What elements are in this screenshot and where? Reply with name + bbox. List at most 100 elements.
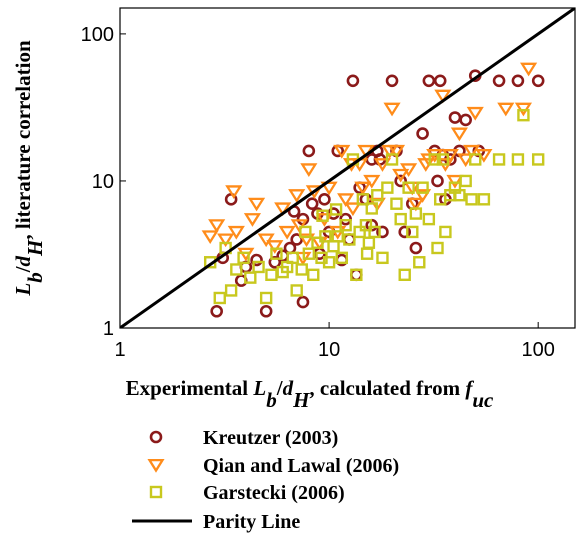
data-point [346, 74, 360, 88]
data-point [248, 197, 266, 212]
data-point [531, 74, 545, 88]
data-point [422, 212, 436, 226]
data-point [465, 193, 478, 206]
legend-label: Kreutzer (2003) [203, 427, 338, 449]
data-point [433, 74, 447, 88]
data-point [407, 197, 425, 212]
data-point [278, 225, 296, 240]
data-point [270, 247, 283, 260]
data-point [431, 174, 444, 188]
data-point [371, 188, 384, 202]
data-point [286, 251, 299, 265]
data-point [290, 233, 304, 246]
data-point [296, 212, 310, 226]
y-axis-title: Lb/dH, literature correlation [11, 40, 47, 297]
data-point [290, 219, 308, 233]
data-point [274, 202, 292, 217]
data-point [259, 304, 273, 318]
data-point [398, 268, 411, 282]
data-point [383, 102, 401, 117]
data-point [477, 193, 491, 206]
data-point [448, 111, 462, 124]
data-point [365, 202, 378, 215]
y-tick-label: 10 [92, 171, 114, 193]
data-point [394, 212, 407, 226]
data-point [329, 203, 343, 216]
data-point [436, 153, 450, 166]
data-point [416, 127, 429, 140]
data-point [320, 181, 338, 196]
data-point [299, 225, 312, 239]
data-point [307, 268, 320, 282]
data-point [492, 74, 506, 88]
data-point [390, 197, 403, 210]
data-point [259, 291, 273, 305]
plot-content [120, 8, 575, 328]
data-point [511, 74, 525, 88]
data-point [213, 291, 226, 305]
data-point [315, 213, 334, 227]
x-tick-label: 10 [318, 339, 340, 361]
data-point [265, 268, 278, 282]
data-point [244, 271, 257, 284]
data-point [243, 213, 262, 227]
data-point [230, 263, 243, 276]
data-point [266, 240, 284, 254]
data-point [227, 225, 245, 240]
legend-entry: Garstecki (2006) [149, 482, 345, 504]
data-point [343, 233, 356, 246]
data-point [343, 233, 356, 246]
y-tick-label: 100 [81, 24, 114, 46]
data-point [316, 209, 329, 222]
data-point [413, 256, 426, 269]
data-point [469, 153, 482, 166]
data-point [453, 188, 466, 202]
data-point [362, 236, 376, 249]
data-point [305, 185, 323, 200]
series-square [203, 108, 545, 305]
data-point [225, 185, 243, 200]
data-point [295, 263, 308, 276]
legend-marker [149, 485, 163, 499]
x-tick-label: 1 [114, 339, 125, 361]
data-point [353, 225, 366, 239]
data-point [466, 106, 484, 121]
data-point [409, 241, 423, 255]
data-point [333, 144, 351, 159]
data-point [318, 193, 331, 206]
legend-marker [149, 430, 163, 444]
data-point [297, 233, 316, 248]
data-point [302, 144, 316, 158]
data-point [354, 181, 372, 196]
data-point [381, 144, 399, 159]
data-point [376, 251, 389, 265]
data-point [385, 74, 399, 88]
data-point [360, 247, 374, 260]
x-axis-title: Experimental Lb/dH, calculated from fuc [126, 376, 494, 412]
data-point [350, 268, 363, 282]
data-point [224, 284, 238, 297]
data-point [327, 239, 340, 253]
data-point [250, 253, 263, 267]
data-point [319, 230, 332, 243]
data-point [517, 108, 530, 122]
data-point [459, 174, 472, 188]
data-point [392, 168, 410, 183]
data-point [252, 260, 265, 274]
data-point [531, 153, 545, 166]
data-point [335, 251, 348, 265]
data-point [376, 225, 389, 239]
data-point [344, 202, 362, 217]
data-point [511, 153, 525, 166]
data-point [414, 189, 432, 203]
data-point [305, 197, 319, 211]
data-point [439, 225, 452, 239]
data-point [428, 153, 441, 166]
data-point [431, 241, 444, 255]
data-point [373, 158, 392, 172]
data-point [350, 268, 363, 282]
data-point [356, 193, 370, 206]
data-point [237, 247, 255, 262]
legend: Kreutzer (2003) Qian and Lawal (2006) Gars… [132, 427, 399, 533]
